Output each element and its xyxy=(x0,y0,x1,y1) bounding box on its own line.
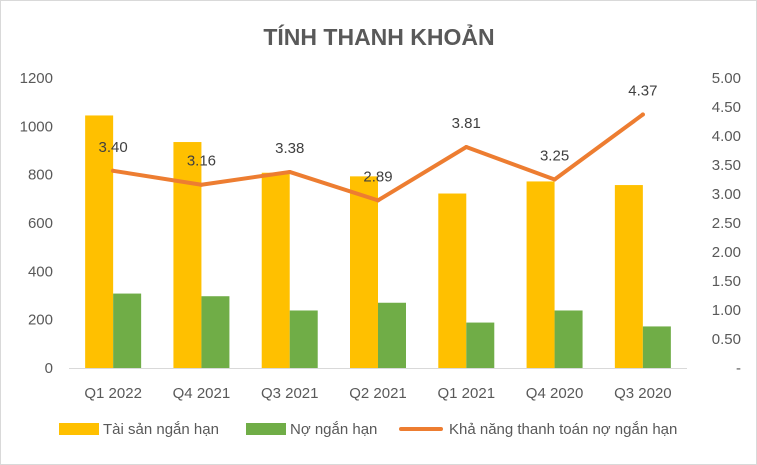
current-ratio-point xyxy=(464,145,469,150)
current-ratio-point xyxy=(111,168,116,173)
bar-current-assets xyxy=(85,115,114,368)
bar-current-assets xyxy=(173,142,202,368)
right-axis-tick-label: 2.50 xyxy=(712,215,741,232)
bar-current-assets xyxy=(438,193,467,368)
right-axis-tick-label: 3.50 xyxy=(712,157,741,174)
legend-current-ratio-label: Khả năng thanh toán nợ ngắn hạn xyxy=(449,421,677,438)
right-axis-tick-label: 1.00 xyxy=(712,302,741,319)
bar-current-assets xyxy=(261,172,290,368)
left-axis-tick-label: 400 xyxy=(28,263,53,280)
bar-current-assets xyxy=(614,185,643,368)
left-axis-tick-label: 600 xyxy=(28,215,53,232)
legend: Tài sản ngắn hạn Nợ ngắn hạn Khả năng than… xyxy=(59,421,677,438)
category-label: Q3 2020 xyxy=(614,385,672,402)
bar-current-assets xyxy=(526,181,555,368)
current-ratio-data-label: 3.25 xyxy=(540,148,569,165)
legend-current-assets-swatch xyxy=(59,423,99,435)
current-ratio-point xyxy=(640,112,645,117)
left-axis-tick-label: 800 xyxy=(28,167,53,184)
line-layer xyxy=(111,112,645,203)
current-ratio-data-label: 3.38 xyxy=(275,140,304,157)
right-axis-tick-label: - xyxy=(736,360,741,377)
right-axis-tick-label: 4.50 xyxy=(712,99,741,116)
left-axis-tick-label: 1200 xyxy=(20,70,53,87)
bar-layer xyxy=(85,115,671,368)
axis-layer: 0 200 400 600 800 1000 1200 - 0.50 1.00 1.50 2.00 2.… xyxy=(20,70,741,402)
category-label: Q2 2021 xyxy=(349,385,407,402)
right-axis-tick-label: 0.50 xyxy=(712,331,741,348)
bar-current-liabilities xyxy=(289,310,318,368)
legend-current-liabilities-label: Nợ ngắn hạn xyxy=(290,421,377,438)
current-ratio-point xyxy=(199,182,204,187)
category-label: Q3 2021 xyxy=(261,385,319,402)
bar-current-liabilities xyxy=(466,322,495,368)
bar-current-liabilities xyxy=(201,296,230,368)
current-ratio-data-label: 3.81 xyxy=(452,115,481,132)
bar-current-liabilities xyxy=(554,310,583,368)
left-axis-tick-label: 200 xyxy=(28,312,53,329)
right-axis-tick-label: 1.50 xyxy=(712,273,741,290)
bar-current-assets xyxy=(350,176,378,368)
right-axis-tick-label: 3.00 xyxy=(712,186,741,203)
left-axis-tick-label: 0 xyxy=(45,360,53,377)
category-label: Q1 2021 xyxy=(438,385,496,402)
bar-current-liabilities xyxy=(113,293,142,368)
category-label: Q4 2021 xyxy=(173,385,231,402)
right-axis-tick-label: 4.00 xyxy=(712,128,741,145)
legend-current-liabilities-swatch xyxy=(246,423,286,435)
legend-current-assets-label: Tài sản ngắn hạn xyxy=(103,421,219,438)
current-ratio-point xyxy=(376,198,380,203)
bar-current-liabilities xyxy=(642,326,671,368)
current-ratio-point xyxy=(287,169,292,174)
category-label: Q4 2020 xyxy=(526,385,584,402)
bar-current-liabilities xyxy=(378,302,406,368)
current-ratio-point xyxy=(552,177,557,182)
current-ratio-data-label: 3.16 xyxy=(187,153,216,170)
category-label: Q1 2022 xyxy=(84,385,142,402)
left-axis-tick-label: 1000 xyxy=(20,118,53,135)
current-ratio-data-label: 4.37 xyxy=(628,83,657,100)
chart-title: TÍNH THANH KHOẢN xyxy=(263,22,494,50)
current-ratio-data-label: 2.89 xyxy=(363,168,392,185)
label-layer: 3.40 3.16 3.38 2.89 3.81 3.25 4.37 xyxy=(99,83,658,186)
current-ratio-data-label: 3.40 xyxy=(99,139,128,156)
right-axis-tick-label: 5.00 xyxy=(712,70,741,87)
right-axis-tick-label: 2.00 xyxy=(712,244,741,261)
